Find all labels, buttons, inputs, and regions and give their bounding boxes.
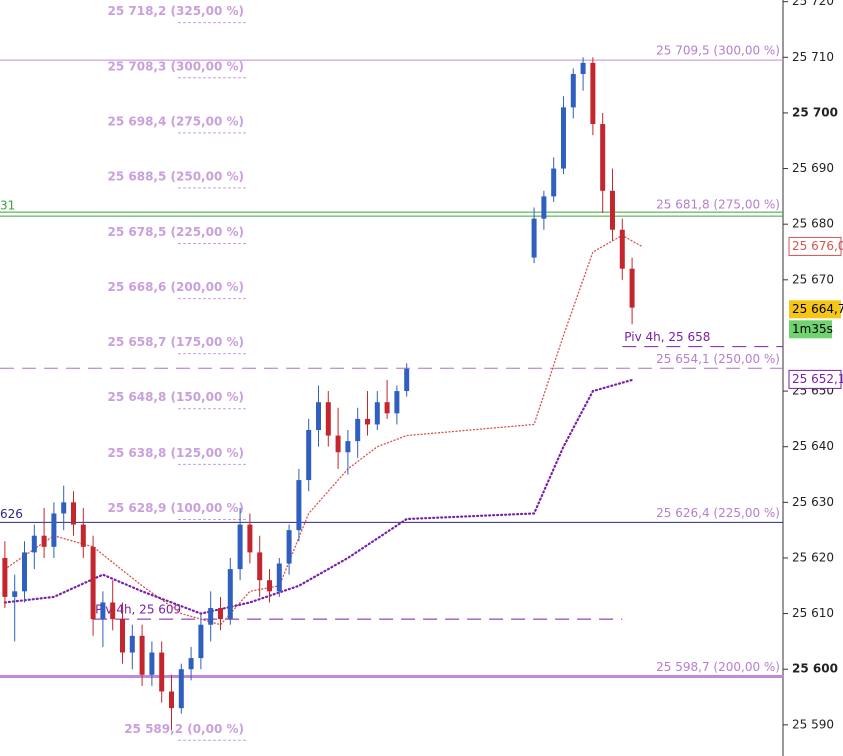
candle-body bbox=[266, 580, 272, 592]
y-tick-label: 25 630 bbox=[792, 495, 834, 509]
y-tick-label: 25 600 bbox=[792, 662, 838, 676]
price-tag-label: 25 676,0 bbox=[792, 239, 843, 253]
fib-label: 25 681,8 (275,00 %) bbox=[656, 198, 780, 212]
price-tag-label: 25 664,7 bbox=[792, 302, 843, 316]
candle-body bbox=[31, 535, 37, 553]
candle-body bbox=[619, 229, 625, 269]
candle-body bbox=[296, 480, 302, 531]
edge-label: 31 bbox=[0, 199, 15, 213]
y-tick-label: 25 720 bbox=[792, 0, 834, 8]
candle-body bbox=[629, 268, 635, 308]
candle-body bbox=[374, 402, 380, 425]
candle-body bbox=[237, 524, 243, 570]
candle-body bbox=[139, 635, 145, 675]
candle-body bbox=[149, 652, 155, 675]
fib-label: 25 688,5 (250,00 %) bbox=[108, 169, 245, 183]
candle-body bbox=[12, 591, 18, 597]
candle-body bbox=[609, 190, 615, 230]
pivot-label: Piv 4h, 25 658 bbox=[624, 330, 710, 344]
candle-body bbox=[590, 62, 596, 125]
candle-body bbox=[2, 557, 8, 597]
fib-label: 25 678,5 (225,00 %) bbox=[108, 225, 245, 239]
candle-body bbox=[100, 602, 106, 620]
candle-body bbox=[80, 524, 86, 547]
candle-body bbox=[217, 608, 223, 620]
candle-body bbox=[306, 430, 312, 481]
y-tick-label: 25 700 bbox=[792, 105, 838, 119]
candle-body bbox=[315, 402, 321, 431]
fib-label: 25 654,1 (250,00 %) bbox=[656, 352, 780, 366]
candle-body bbox=[208, 608, 214, 625]
fib-label: 25 648,8 (150,00 %) bbox=[108, 390, 245, 404]
candle-body bbox=[541, 196, 547, 219]
candle-body bbox=[404, 368, 410, 392]
price-tag-label: 25 652,1 bbox=[792, 372, 843, 386]
price-tag bbox=[788, 369, 842, 389]
moving-average bbox=[3, 378, 634, 615]
candle-body bbox=[580, 62, 586, 74]
fib-label: 25 709,5 (300,00 %) bbox=[656, 44, 780, 58]
fib-label: 25 626,4 (225,00 %) bbox=[656, 506, 780, 520]
price-tag bbox=[789, 300, 841, 319]
price-tag bbox=[788, 236, 842, 256]
candle-body bbox=[90, 546, 96, 620]
candle-body bbox=[198, 624, 204, 659]
y-tick-label: 25 590 bbox=[792, 717, 834, 731]
candle-body bbox=[276, 563, 282, 592]
candle-body bbox=[345, 441, 351, 453]
y-tick-label: 25 670 bbox=[792, 272, 834, 286]
candle-body bbox=[247, 524, 253, 553]
fib-label: 25 589,2 (0,00 %) bbox=[124, 722, 244, 736]
candle-body bbox=[129, 635, 135, 653]
fib-label: 25 698,4 (275,00 %) bbox=[108, 114, 245, 128]
y-tick-label: 25 690 bbox=[792, 161, 834, 175]
moving-average bbox=[4, 234, 643, 626]
candle-body bbox=[286, 530, 292, 564]
fib-label: 25 668,6 (200,00 %) bbox=[108, 280, 245, 294]
fib-label: 25 658,7 (175,00 %) bbox=[108, 335, 245, 349]
edge-label: 626 bbox=[0, 507, 23, 521]
candle-body bbox=[110, 602, 116, 620]
candle-body bbox=[41, 535, 47, 547]
candle-body bbox=[188, 658, 194, 670]
candle-body bbox=[364, 418, 370, 425]
candle-body bbox=[61, 502, 67, 514]
candle-body bbox=[325, 402, 331, 436]
candle-body bbox=[178, 669, 184, 709]
candle-body bbox=[570, 73, 576, 108]
pivot-label: Piv 4h, 25 609 bbox=[95, 603, 181, 617]
candle-body bbox=[551, 168, 557, 197]
fib-label: 25 638,8 (125,00 %) bbox=[108, 446, 245, 460]
candle-body bbox=[257, 552, 263, 581]
candle-body bbox=[531, 218, 537, 258]
y-tick-label: 25 680 bbox=[792, 217, 834, 231]
candle-body bbox=[394, 391, 400, 414]
fib-label: 25 628,9 (100,00 %) bbox=[108, 501, 245, 515]
fib-label: 25 718,2 (325,00 %) bbox=[108, 4, 245, 18]
candle-body bbox=[227, 569, 233, 620]
candle-body bbox=[168, 691, 174, 709]
fib-label: 25 708,3 (300,00 %) bbox=[108, 59, 245, 73]
timer-label: 1m35s bbox=[792, 322, 833, 336]
timer-box bbox=[789, 320, 832, 339]
candle-body bbox=[70, 502, 76, 525]
candle-body bbox=[600, 124, 606, 191]
y-tick-label: 25 610 bbox=[792, 606, 834, 620]
y-tick-label: 25 640 bbox=[792, 439, 834, 453]
candle-body bbox=[335, 435, 341, 453]
y-tick-label: 25 620 bbox=[792, 550, 834, 564]
y-tick-label: 25 710 bbox=[792, 50, 834, 64]
candle-body bbox=[119, 619, 125, 653]
candle-body bbox=[51, 513, 57, 547]
candle-body bbox=[21, 552, 27, 592]
candle-body bbox=[355, 418, 361, 442]
candle-body bbox=[560, 107, 566, 169]
fib-label: 25 598,7 (200,00 %) bbox=[656, 660, 780, 674]
candle-body bbox=[384, 402, 390, 414]
candle-body bbox=[159, 652, 165, 692]
